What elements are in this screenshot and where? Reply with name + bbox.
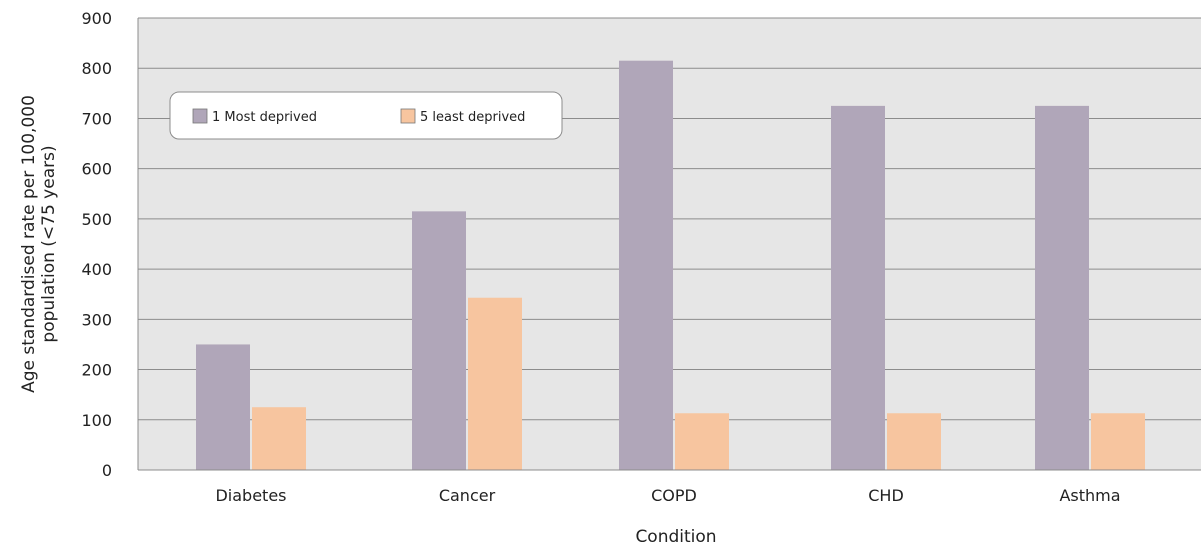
y-tick-label: 400 (81, 260, 112, 279)
y-tick-label: 300 (81, 310, 112, 329)
legend-label-most-deprived: 1 Most deprived (212, 110, 317, 125)
bar-asthma-series-1 (1035, 105, 1089, 470)
bar-asthma-series-2 (1091, 413, 1145, 470)
bars (196, 60, 1145, 470)
x-axis-title: Condition (635, 527, 716, 545)
x-tick-labels: Diabetes Cancer COPD CHD Asthma (215, 486, 1120, 505)
bar-chd-series-1 (831, 105, 885, 470)
bar-copd-series-2 (675, 413, 729, 470)
x-tick-label-chd: CHD (868, 486, 904, 505)
y-axis-title-line-2: population (<75 years) (39, 145, 59, 342)
bar-diabetes-series-2 (252, 407, 306, 470)
legend-swatch-most-deprived (192, 108, 208, 124)
y-axis-title: Age standardised rate per 100,000 popula… (19, 95, 59, 393)
y-tick-label: 700 (81, 109, 112, 128)
bar-cancer-series-2 (468, 297, 522, 470)
x-tick-label-cancer: Cancer (439, 486, 496, 505)
y-tick-label: 200 (81, 361, 112, 380)
bar-copd-series-1 (619, 60, 673, 470)
y-tick-label: 100 (81, 411, 112, 430)
y-tick-label: 800 (81, 59, 112, 78)
y-tick-label: 900 (81, 9, 112, 28)
bar-diabetes-series-1 (196, 344, 250, 470)
y-tick-label: 600 (81, 160, 112, 179)
x-tick-label-diabetes: Diabetes (215, 486, 286, 505)
legend-swatch-least-deprived (400, 108, 416, 124)
y-axis-title-line-1: Age standardised rate per 100,000 (19, 95, 39, 393)
x-tick-label-copd: COPD (651, 486, 697, 505)
legend-label-least-deprived: 5 least deprived (420, 110, 525, 125)
x-tick-label-asthma: Asthma (1059, 486, 1120, 505)
y-tick-labels: 0 100 200 300 400 500 600 700 800 900 (81, 9, 112, 480)
bar-chd-series-2 (887, 413, 941, 470)
legend: 1 Most deprived 5 least deprived (169, 91, 563, 140)
legend-box (169, 91, 563, 140)
y-tick-label: 500 (81, 210, 112, 229)
y-tick-label: 0 (102, 461, 112, 480)
bar-cancer-series-1 (412, 211, 466, 470)
